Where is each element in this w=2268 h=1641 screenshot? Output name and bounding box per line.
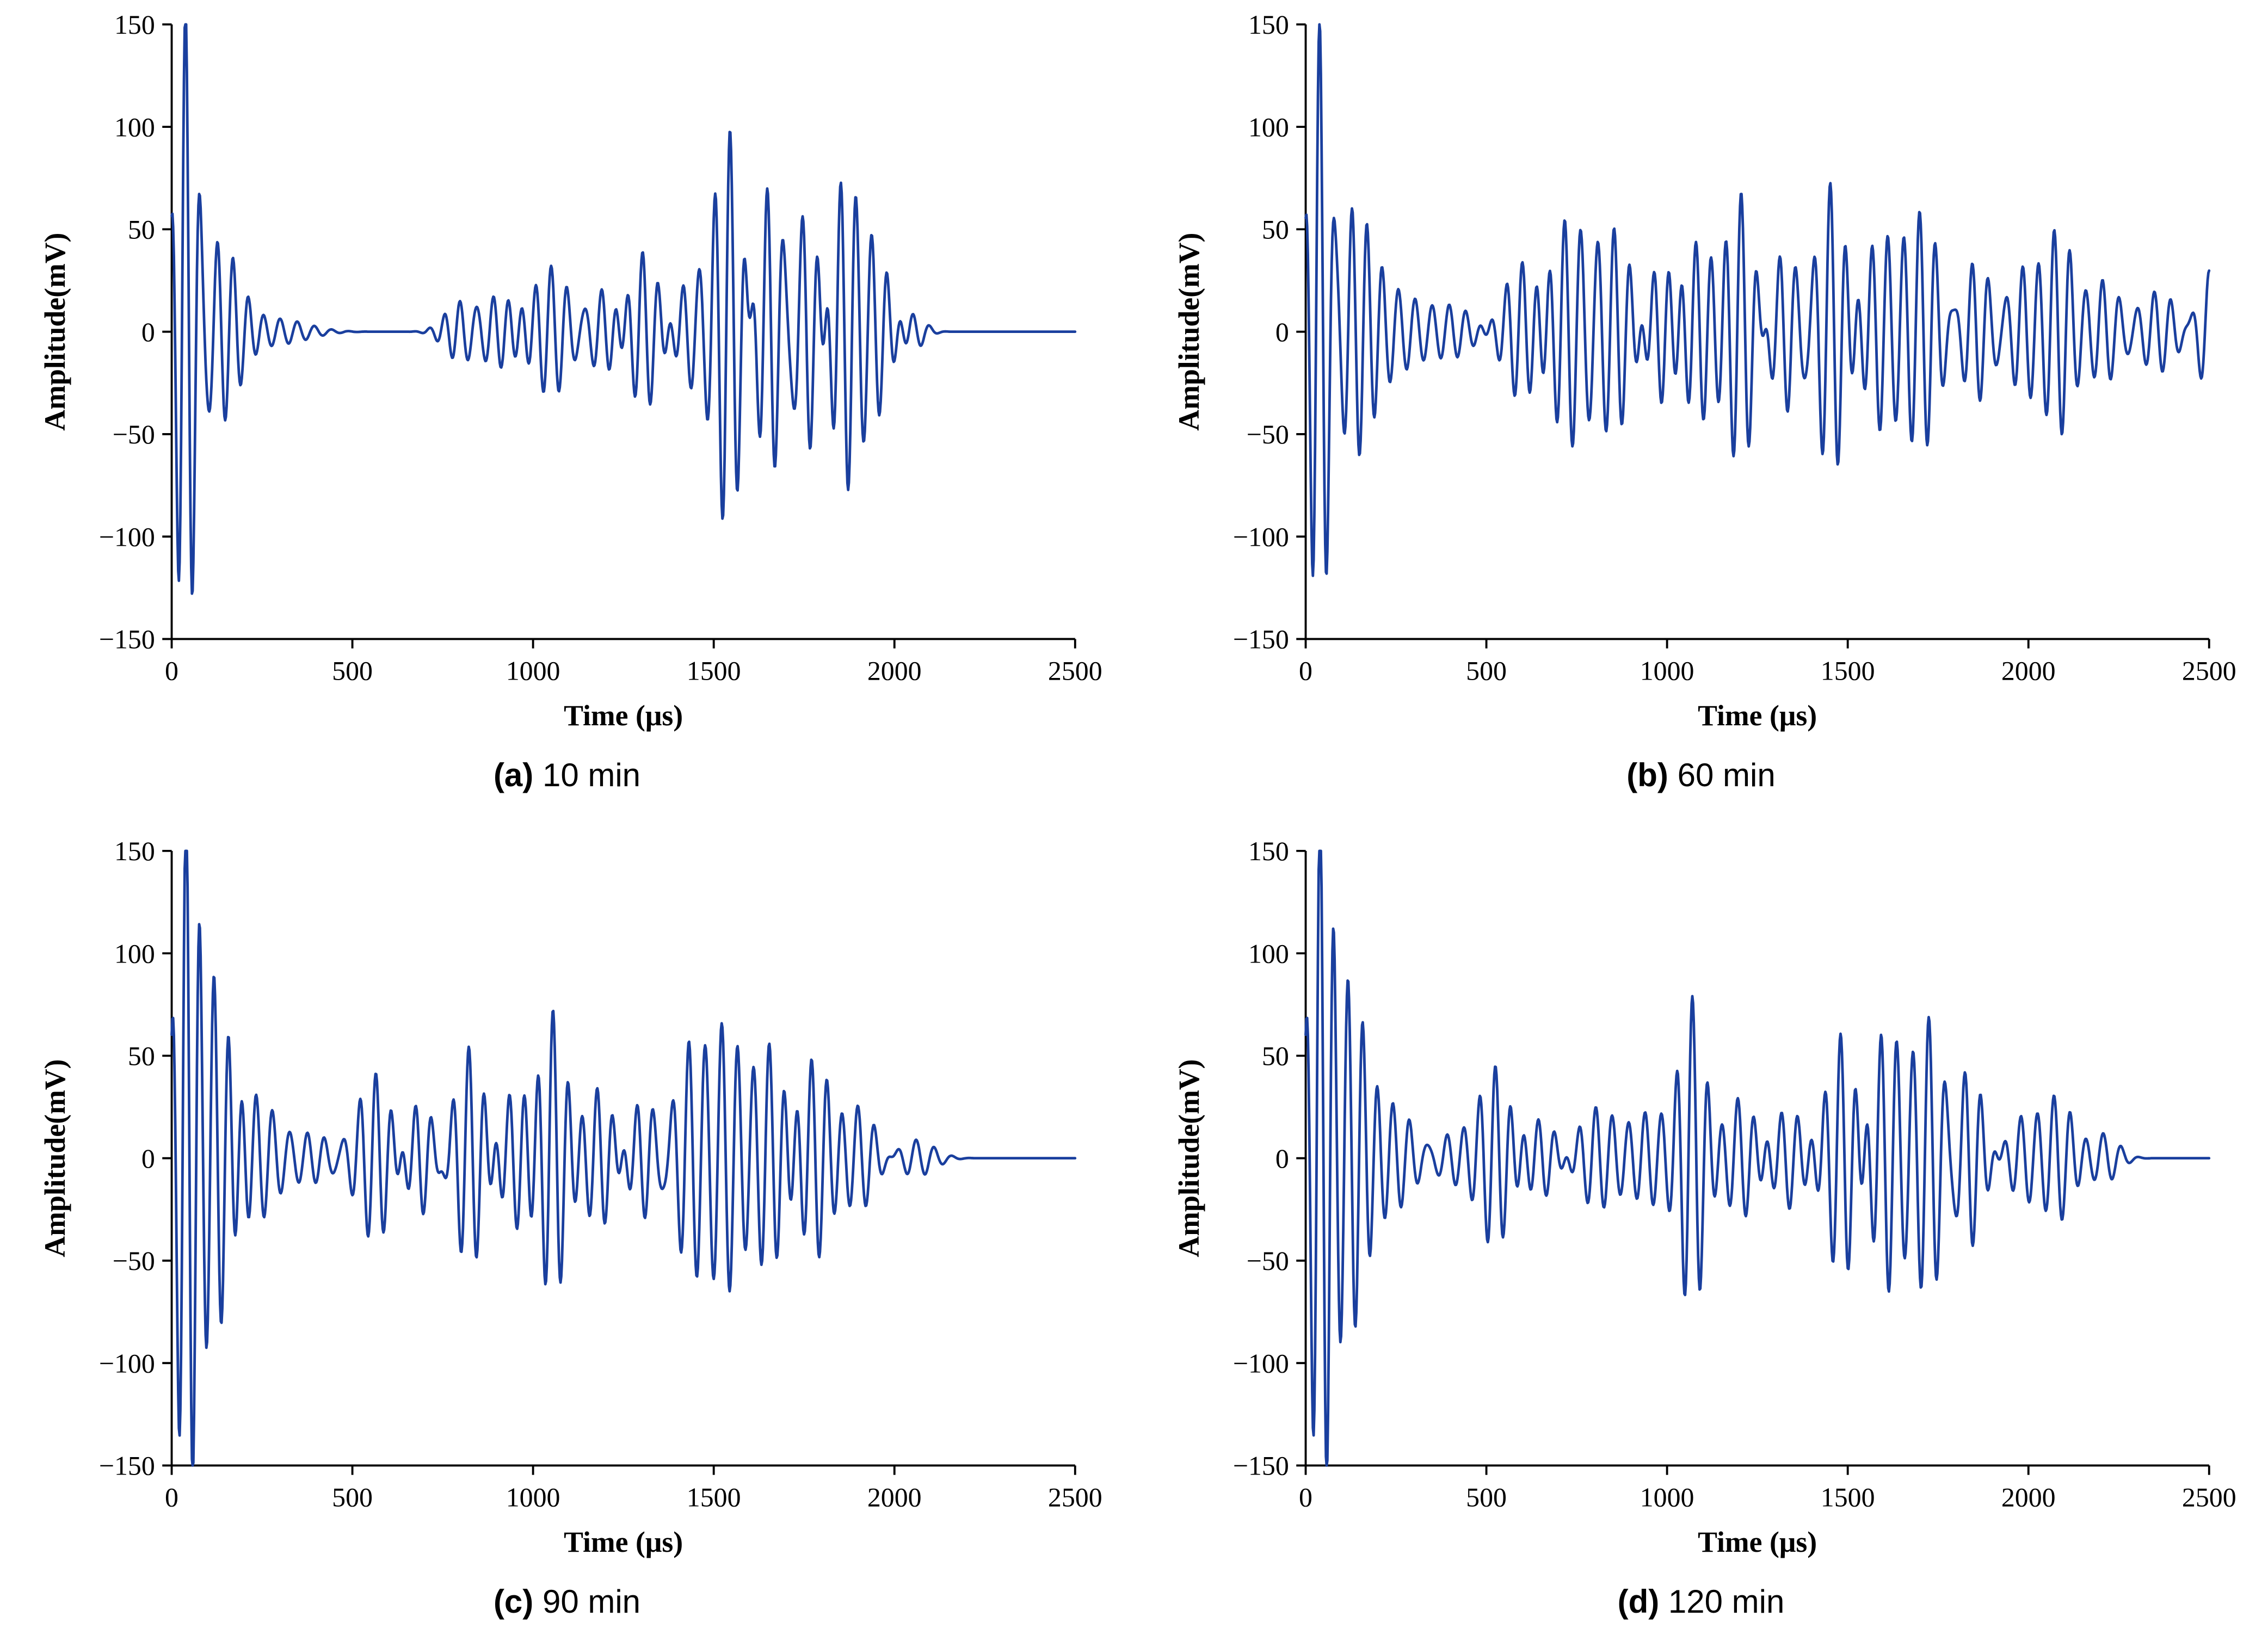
svg-text:0: 0	[141, 317, 155, 347]
svg-text:−50: −50	[113, 419, 155, 449]
svg-text:500: 500	[332, 656, 373, 686]
svg-text:150: 150	[114, 10, 155, 40]
waveform-chart-d: 0 500 1000 1500 2000 2500 −150 −100 −50 0 50 100 150…	[1173, 836, 2236, 1558]
caption-letter: (b)	[1626, 757, 1668, 794]
svg-text:2000: 2000	[2001, 656, 2056, 686]
svg-text:0: 0	[1275, 317, 1289, 347]
svg-text:0: 0	[1299, 656, 1312, 686]
caption-letter: (d)	[1617, 1583, 1660, 1620]
panel-caption-b: (b) 60 min	[1626, 757, 1775, 793]
svg-text:−150: −150	[99, 625, 155, 655]
svg-text:50: 50	[1262, 1041, 1289, 1071]
svg-text:100: 100	[114, 939, 155, 968]
svg-text:−100: −100	[1233, 1348, 1289, 1378]
svg-text:1000: 1000	[506, 656, 560, 686]
caption-text: 120 min	[1668, 1583, 1785, 1620]
waveform-line	[170, 849, 1077, 1467]
svg-text:1500: 1500	[687, 656, 741, 686]
svg-text:0: 0	[1275, 1144, 1289, 1174]
svg-text:2500: 2500	[2182, 1482, 2236, 1512]
svg-text:150: 150	[114, 836, 155, 866]
svg-text:0: 0	[165, 1482, 178, 1512]
y-axis-label: Amplitude(mV)	[1173, 1059, 1205, 1257]
y-axis-label: Amplitude(mV)	[39, 1059, 71, 1257]
svg-text:150: 150	[1248, 10, 1289, 40]
panel-caption-c: (c) 90 min	[494, 1584, 640, 1620]
svg-text:2500: 2500	[1048, 656, 1102, 686]
panel-caption-a: (a) 10 min	[494, 757, 640, 793]
caption-letter: (a)	[493, 757, 534, 794]
svg-text:50: 50	[1262, 215, 1289, 245]
svg-text:1500: 1500	[1821, 656, 1875, 686]
svg-text:1000: 1000	[1640, 1482, 1694, 1512]
y-axis-label: Amplitude(mV)	[1173, 233, 1205, 431]
svg-text:150: 150	[1248, 836, 1289, 866]
x-axis-label: Time (μs)	[1698, 1526, 1817, 1558]
x-axis-label: Time (μs)	[1698, 699, 1817, 732]
waveform-panel-c: 0 500 1000 1500 2000 2500 −150 −100 −50 0 50 100 150…	[16, 836, 1118, 1636]
svg-text:1000: 1000	[1640, 656, 1694, 686]
svg-text:100: 100	[1248, 112, 1289, 142]
svg-text:−100: −100	[1233, 522, 1289, 552]
panel-caption-d: (d) 120 min	[1618, 1584, 1785, 1620]
svg-text:2500: 2500	[1048, 1482, 1102, 1512]
svg-text:−100: −100	[99, 522, 155, 552]
svg-text:0: 0	[165, 656, 178, 686]
waveform-line	[170, 23, 1077, 595]
svg-text:2000: 2000	[867, 1482, 922, 1512]
svg-text:100: 100	[1248, 939, 1289, 968]
svg-text:−100: −100	[99, 1348, 155, 1378]
svg-text:1000: 1000	[506, 1482, 560, 1512]
svg-text:−150: −150	[1233, 1451, 1289, 1481]
caption-text: 90 min	[542, 1583, 641, 1620]
svg-text:−50: −50	[1247, 1246, 1289, 1276]
svg-text:−50: −50	[113, 1246, 155, 1276]
waveform-panel-b: 0 500 1000 1500 2000 2500 −150 −100 −50 0 50 100 150…	[1150, 10, 2252, 809]
waveform-panel-a: 0 500 1000 1500 2000 2500 −150 −100 −50 0 50 100 150…	[16, 10, 1118, 809]
svg-text:−150: −150	[1233, 625, 1289, 655]
svg-text:500: 500	[1466, 656, 1507, 686]
waveform-chart-b: 0 500 1000 1500 2000 2500 −150 −100 −50 0 50 100 150…	[1173, 10, 2236, 732]
svg-text:2000: 2000	[2001, 1482, 2056, 1512]
panel-grid: 0 500 1000 1500 2000 2500 −150 −100 −50 0 50 100 150…	[16, 10, 2252, 1636]
waveform-line	[1304, 23, 2211, 577]
svg-text:1500: 1500	[687, 1482, 741, 1512]
svg-text:−150: −150	[99, 1451, 155, 1481]
caption-letter: (c)	[493, 1583, 534, 1620]
svg-text:1500: 1500	[1821, 1482, 1875, 1512]
y-axis-label: Amplitude(mV)	[39, 233, 71, 431]
svg-text:100: 100	[114, 112, 155, 142]
svg-text:−50: −50	[1247, 419, 1289, 449]
caption-text: 10 min	[542, 757, 641, 794]
svg-text:500: 500	[332, 1482, 373, 1512]
svg-text:50: 50	[128, 1041, 155, 1071]
svg-text:0: 0	[141, 1144, 155, 1174]
caption-text: 60 min	[1677, 757, 1776, 794]
svg-text:50: 50	[128, 215, 155, 245]
svg-text:0: 0	[1299, 1482, 1312, 1512]
svg-text:2000: 2000	[867, 656, 922, 686]
svg-text:2500: 2500	[2182, 656, 2236, 686]
waveform-panel-d: 0 500 1000 1500 2000 2500 −150 −100 −50 0 50 100 150…	[1150, 836, 2252, 1636]
waveform-line	[1304, 849, 2211, 1467]
svg-text:500: 500	[1466, 1482, 1507, 1512]
waveform-chart-c: 0 500 1000 1500 2000 2500 −150 −100 −50 0 50 100 150…	[39, 836, 1102, 1558]
x-axis-label: Time (μs)	[564, 699, 683, 732]
x-axis-label: Time (μs)	[564, 1526, 683, 1558]
waveform-chart-a: 0 500 1000 1500 2000 2500 −150 −100 −50 0 50 100 150…	[39, 10, 1102, 732]
